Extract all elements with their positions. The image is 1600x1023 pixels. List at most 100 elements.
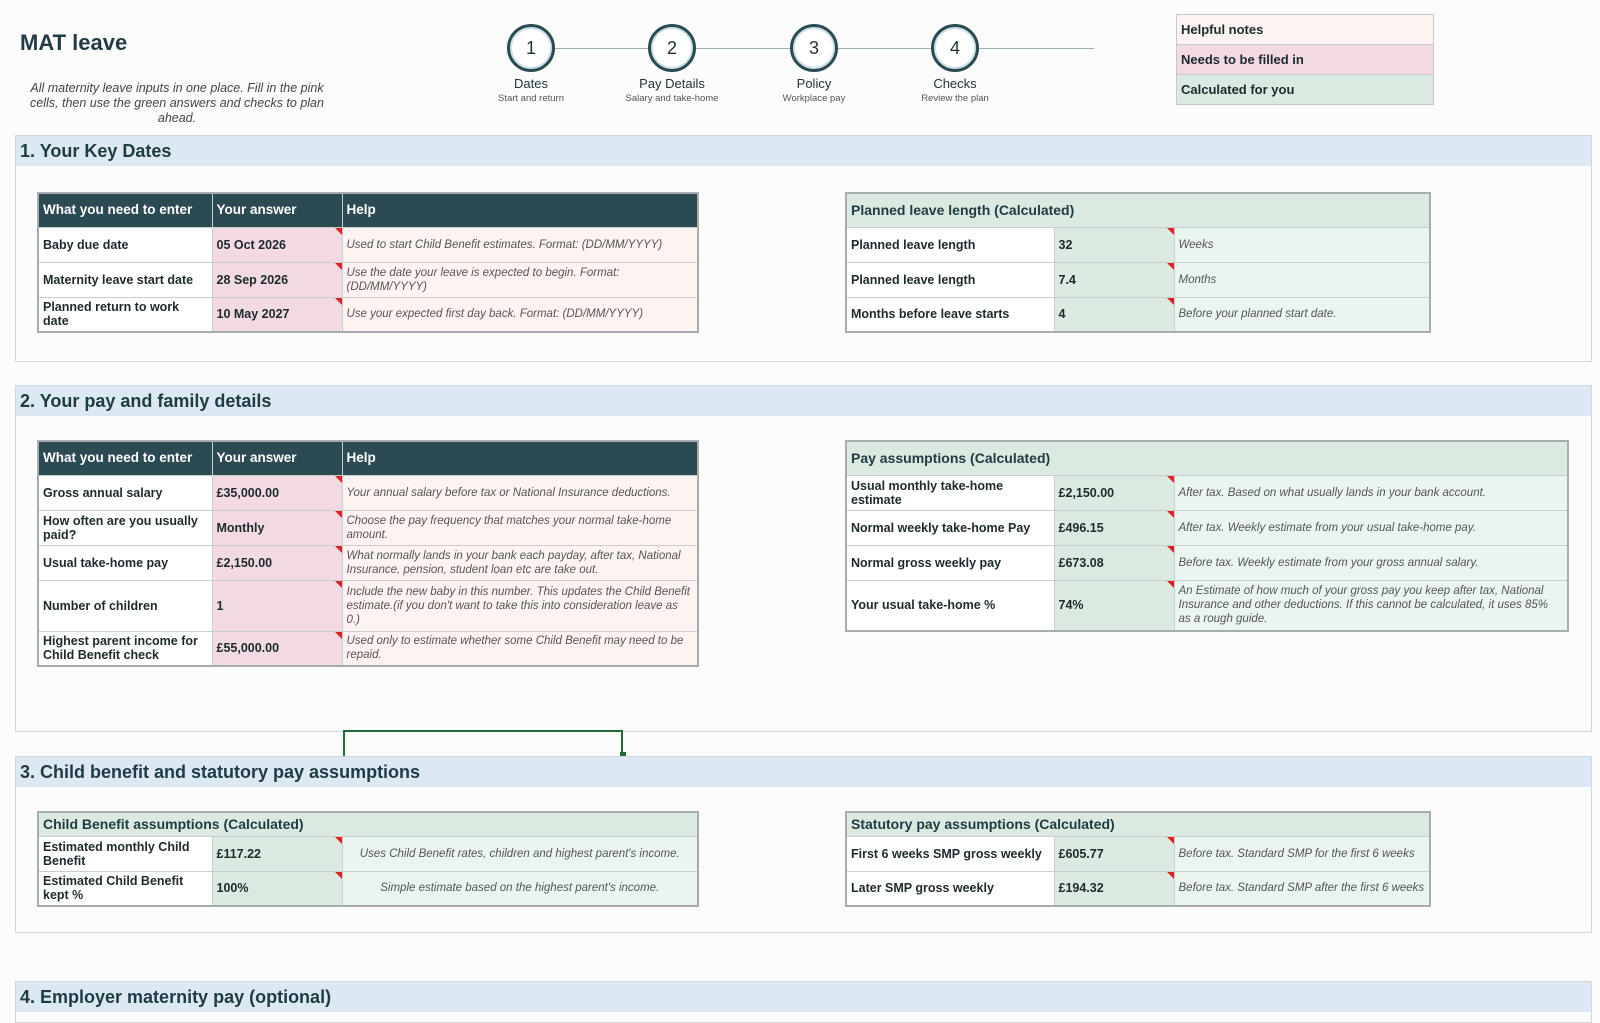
leave-start-date-cell[interactable]: 28 Sep 2026 (211, 261, 343, 298)
legend-helpful-notes: Helpful notes (1177, 15, 1433, 45)
comment-marker-icon[interactable] (1166, 227, 1174, 235)
calc-cell[interactable]: £2,150.00 (1053, 474, 1175, 511)
take-home-pay-cell[interactable]: £2,150.00 (211, 544, 343, 581)
help-text: After tax. Weekly estimate from your usu… (1173, 509, 1569, 546)
comment-marker-icon[interactable] (334, 836, 342, 844)
cell-value: 32 (1058, 237, 1073, 252)
comment-marker-icon[interactable] (1166, 262, 1174, 270)
section-title: 2. Your pay and family details (16, 386, 1591, 416)
help-text: Before tax. Weekly estimate from your gr… (1173, 544, 1569, 581)
cell-value: 100% (216, 881, 249, 896)
comment-marker-icon[interactable] (1166, 545, 1174, 553)
step-number: 4 (931, 24, 979, 72)
step-desc: Start and return (497, 93, 564, 104)
comment-marker-icon[interactable] (334, 580, 342, 588)
row-label: Estimated monthly Child Benefit (37, 835, 213, 872)
cell-value: 7.4 (1058, 272, 1076, 287)
page-subtitle: All maternity leave inputs in one place.… (30, 81, 324, 125)
calc-cell[interactable]: £194.32 (1053, 870, 1175, 907)
comment-marker-icon[interactable] (334, 871, 342, 879)
fill-handle[interactable] (620, 752, 626, 758)
row-label: Planned return to work date (37, 296, 213, 333)
step-number: 3 (790, 24, 838, 72)
comment-marker-icon[interactable] (334, 475, 342, 483)
comment-marker-icon[interactable] (334, 545, 342, 553)
help-text: Include the new baby in this number. Thi… (341, 579, 699, 632)
calc-cell[interactable]: 4 (1053, 296, 1175, 333)
calc-cell[interactable]: £496.15 (1053, 509, 1175, 546)
comment-marker-icon[interactable] (334, 227, 342, 235)
row-label: Number of children (37, 579, 213, 632)
column-header: What you need to enter (37, 440, 213, 476)
cell-value: 74% (1058, 598, 1084, 613)
row-label: Later SMP gross weekly (845, 870, 1055, 907)
row-label: Maternity leave start date (37, 261, 213, 298)
row-label: Estimated Child Benefit kept % (37, 870, 213, 907)
section-title: 4. Employer maternity pay (optional) (16, 982, 1591, 1012)
statutory-pay-calc-table: Statutory pay assumptions (Calculated) F… (845, 811, 1431, 907)
calc-cell[interactable]: £117.22 (211, 835, 343, 872)
legend-calculated: Calculated for you (1177, 75, 1433, 104)
cell-value: 4 (1058, 307, 1066, 322)
step-desc: Workplace pay (782, 93, 846, 104)
table-row: Planned leave length 7.4 Months (845, 261, 1431, 298)
number-of-children-cell[interactable]: 1 (211, 579, 343, 632)
column-header: What you need to enter (37, 192, 213, 228)
table-row: Normal weekly take-home Pay £496.15 Afte… (845, 509, 1569, 546)
calc-cell[interactable]: 7.4 (1053, 261, 1175, 298)
help-text: What normally lands in your bank each pa… (341, 544, 699, 581)
cell-value: 10 May 2027 (216, 307, 290, 322)
comment-marker-icon[interactable] (1166, 475, 1174, 483)
highest-parent-income-cell[interactable]: £55,000.00 (211, 630, 343, 667)
pay-frequency-cell[interactable]: Monthly (211, 509, 343, 546)
calc-cell[interactable]: £605.77 (1053, 835, 1175, 872)
step-pay-details[interactable]: 2 Pay Details Salary and take-home (612, 24, 732, 104)
comment-marker-icon[interactable] (1166, 297, 1174, 305)
column-header: Your answer (211, 192, 343, 228)
help-text: Use the date your leave is expected to b… (341, 261, 699, 298)
help-text: Before tax. Standard SMP after the first… (1173, 870, 1431, 907)
return-date-cell[interactable]: 10 May 2027 (211, 296, 343, 333)
help-text: Used only to estimate whether some Child… (341, 630, 699, 667)
table-row: Estimated Child Benefit kept % 100% Simp… (37, 870, 699, 907)
calc-cell[interactable]: 32 (1053, 226, 1175, 263)
table-row: How often are you usually paid? Monthly … (37, 509, 699, 546)
comment-marker-icon[interactable] (1166, 836, 1174, 844)
cell-value: Monthly (216, 520, 265, 535)
step-checks[interactable]: 4 Checks Review the plan (895, 24, 1015, 104)
step-label: Checks (933, 76, 977, 91)
comment-marker-icon[interactable] (1166, 580, 1174, 588)
comment-marker-icon[interactable] (1166, 871, 1174, 879)
row-label: First 6 weeks SMP gross weekly (845, 835, 1055, 872)
help-text: Before tax. Standard SMP for the first 6… (1173, 835, 1431, 872)
row-label: Normal weekly take-home Pay (845, 509, 1055, 546)
row-label: Highest parent income for Child Benefit … (37, 630, 213, 667)
table-row: Baby due date 05 Oct 2026 Used to start … (37, 226, 699, 263)
comment-marker-icon[interactable] (334, 631, 342, 639)
table-row: Your usual take-home % 74% An Estimate o… (845, 579, 1569, 632)
column-header: Help (341, 440, 699, 476)
gross-salary-cell[interactable]: £35,000.00 (211, 474, 343, 511)
row-label: Planned leave length (845, 261, 1055, 298)
legend-needs-filling: Needs to be filled in (1177, 45, 1433, 75)
comment-marker-icon[interactable] (334, 510, 342, 518)
row-label: Planned leave length (845, 226, 1055, 263)
section-title: 3. Child benefit and statutory pay assum… (16, 757, 1591, 787)
table-row: Normal gross weekly pay £673.08 Before t… (845, 544, 1569, 581)
comment-marker-icon[interactable] (1166, 510, 1174, 518)
step-dates[interactable]: 1 Dates Start and return (471, 24, 591, 104)
table-row: Months before leave starts 4 Before your… (845, 296, 1431, 333)
cell-value: £55,000.00 (216, 641, 280, 656)
calc-cell[interactable]: 100% (211, 870, 343, 907)
comment-marker-icon[interactable] (334, 262, 342, 270)
comment-marker-icon[interactable] (334, 297, 342, 305)
step-policy[interactable]: 3 Policy Workplace pay (754, 24, 874, 104)
column-header: Your answer (211, 440, 343, 476)
table-row: Later SMP gross weekly £194.32 Before ta… (845, 870, 1431, 907)
table-row: Planned return to work date 10 May 2027 … (37, 296, 699, 333)
baby-due-date-cell[interactable]: 05 Oct 2026 (211, 226, 343, 263)
calc-cell[interactable]: £673.08 (1053, 544, 1175, 581)
row-label: Usual take-home pay (37, 544, 213, 581)
help-text: Weeks (1173, 226, 1431, 263)
calc-cell[interactable]: 74% (1053, 579, 1175, 632)
